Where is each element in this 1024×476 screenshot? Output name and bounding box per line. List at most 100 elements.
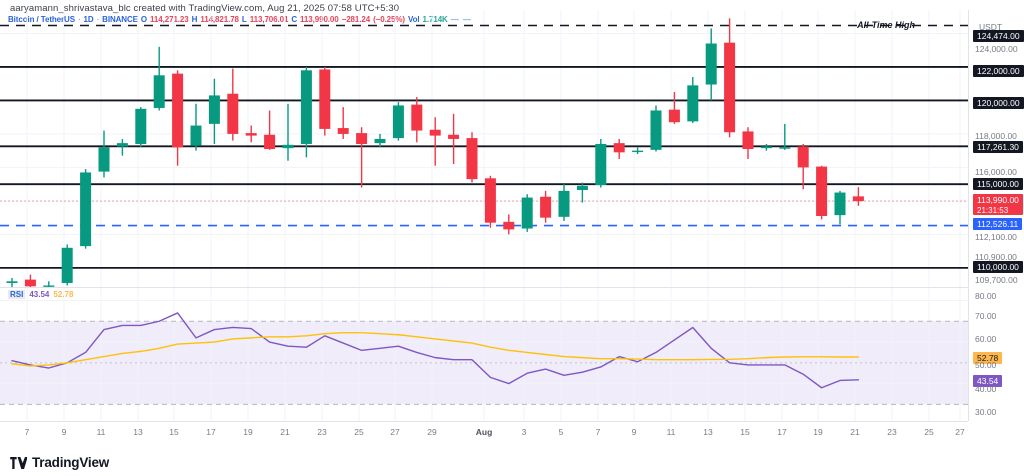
time-axis-label: 17	[206, 427, 216, 437]
rsi-grid	[0, 288, 968, 421]
legend-high-key: H	[191, 15, 198, 24]
all-time-high-label: All-Time High	[857, 19, 915, 30]
price-axis-label: 109,700.00	[975, 275, 1018, 285]
time-axis-label: 15	[169, 427, 179, 437]
time-axis-label: Aug	[475, 427, 493, 437]
price-axis-badge-value: 122,000.00	[977, 66, 1020, 76]
price-horizontal-lines	[0, 24, 968, 269]
price-axis-badge[interactable]: 122,000.00	[973, 65, 1024, 77]
time-axis-label: 9	[631, 427, 637, 437]
rsi-legend[interactable]: RSI 43.54 52.78	[8, 290, 73, 299]
legend-change-absolute: −281.24	[341, 15, 371, 24]
rsi-series	[11, 312, 860, 389]
price-axis-badge-value: 113,990.00	[977, 195, 1019, 205]
price-axis-badge-value: 124,474.00	[977, 31, 1020, 41]
legend-volume-value: 1.714K	[422, 15, 448, 24]
rsi-indicator-pane[interactable]	[0, 288, 968, 421]
price-axis-badge-value: 117,261.30	[977, 142, 1019, 152]
time-axis-label: 17	[777, 427, 787, 437]
price-scale[interactable]: USDT 124,474.00 124,000.00 122,000.00 120,0…	[968, 10, 1024, 421]
all-time-high-annotation: All-Time High	[857, 20, 915, 30]
legend-volume-key: Vol	[407, 15, 420, 24]
legend-open-key: O	[140, 15, 148, 24]
time-axis-label: 7	[595, 427, 601, 437]
legend-sep-2: ·	[96, 15, 100, 24]
legend-high-value: 114,821.78	[200, 15, 239, 24]
legend-exchange[interactable]: BINANCE	[102, 15, 138, 24]
time-axis-label: 5	[558, 427, 564, 437]
price-axis-label: 118,000.00	[975, 131, 1017, 141]
rsi-legend-value: 43.54	[29, 290, 50, 299]
rsi-axis-label: 70.00	[975, 311, 997, 321]
price-chart-pane[interactable]	[0, 10, 968, 288]
time-axis-label: 3	[521, 427, 527, 437]
price-scale-unit: USDT	[979, 22, 1003, 32]
legend-visibility-toggle-icon[interactable]: — —	[450, 15, 472, 24]
rsi-axis-label: 60.00	[975, 334, 997, 344]
time-axis-label: 11	[666, 427, 676, 437]
time-scale[interactable]: 7 9 11 13 15 17 19 21 23 25 27 29 Aug 3 5 7 9 11 13 15 17 19 2…	[0, 421, 968, 447]
rsi-axis-label: 80.00	[975, 291, 997, 301]
rsi-legend-ma-value: 52.78	[53, 290, 74, 299]
price-axis-badge[interactable]: 117,261.30	[973, 141, 1023, 153]
rsi-axis-label: 40.00	[975, 384, 997, 394]
time-axis-label: 27	[390, 427, 400, 437]
price-axis-badge-value: 112,526.11	[977, 219, 1019, 229]
time-axis-label: 23	[887, 427, 897, 437]
time-axis-label: 13	[703, 427, 713, 437]
rsi-reference-lines	[0, 320, 968, 405]
price-axis-badge[interactable]: 115,000.00	[973, 178, 1023, 190]
rsi-chart-svg	[0, 288, 968, 421]
rsi-axis-label: 50.00	[975, 360, 997, 370]
legend-symbol[interactable]: Bitcoin / TetherUS	[8, 15, 75, 24]
time-axis-label: 25	[354, 427, 364, 437]
pane-divider	[0, 287, 968, 288]
time-axis-label: 15	[740, 427, 750, 437]
rsi-legend-name[interactable]: RSI	[8, 290, 26, 299]
rsi-axis-badge[interactable]: 43.54	[973, 375, 1003, 387]
time-axis-label: 13	[133, 427, 143, 437]
legend-low-value: 113,706.01	[249, 15, 289, 24]
price-axis-badge[interactable]: 112,526.11	[973, 218, 1023, 230]
legend-open-value: 114,271.23	[150, 15, 189, 24]
price-grid	[0, 10, 968, 288]
rsi-axis-label: 30.00	[975, 407, 997, 417]
chart-legend[interactable]: Bitcoin / TetherUS · 1D · BINANCE O 114,…	[8, 15, 472, 24]
rsi-axis-badge[interactable]: 52.78	[973, 352, 1003, 364]
price-axis-label: 116,000.00	[975, 167, 1017, 177]
time-axis-label: 23	[317, 427, 327, 437]
price-axis-badge-value: 120,000.00	[977, 98, 1020, 108]
time-axis-label: 19	[243, 427, 253, 437]
tradingview-logo: TradingView	[10, 455, 109, 470]
price-axis-countdown: 21:31:53	[977, 205, 1009, 215]
tradingview-mark-icon	[10, 456, 27, 469]
price-chart-svg	[0, 10, 968, 288]
legend-change-percent: (−0.25%)	[373, 15, 405, 24]
time-axis-label: 21	[280, 427, 290, 437]
legend-sep-1: ·	[77, 15, 81, 24]
price-axis-badge[interactable]: 124,474.00	[973, 30, 1024, 42]
price-axis-badge[interactable]: 110,000.00	[973, 261, 1023, 273]
price-axis-label: 110,900.00	[975, 252, 1017, 262]
time-axis-label: 19	[813, 427, 823, 437]
time-axis-label: 27	[955, 427, 965, 437]
legend-close-value: 113,990.00	[300, 15, 339, 24]
price-axis-badge-value: 115,000.00	[977, 179, 1019, 189]
price-axis-label: 112,100.00	[975, 232, 1017, 242]
time-axis-label: 29	[427, 427, 437, 437]
price-axis-label: 124,000.00	[975, 44, 1018, 54]
time-axis-label: 21	[850, 427, 860, 437]
price-axis-badge-value: 110,000.00	[977, 262, 1019, 272]
legend-close-key: C	[291, 15, 298, 24]
legend-interval[interactable]: 1D	[83, 15, 94, 24]
price-axis-badge[interactable]: 120,000.00	[973, 97, 1024, 109]
time-axis-label: 11	[96, 427, 106, 437]
candlestick-series[interactable]	[6, 18, 864, 288]
time-axis-label: 7	[24, 427, 30, 437]
price-axis-badge[interactable]: 113,990.00 21:31:53	[973, 194, 1023, 215]
legend-low-key: L	[241, 15, 247, 24]
time-axis-label: 9	[61, 427, 67, 437]
credit-line: aaryamann_shrivastava_blc created with T…	[10, 3, 400, 14]
time-axis-label: 25	[924, 427, 934, 437]
tradingview-wordmark: TradingView	[32, 455, 110, 470]
